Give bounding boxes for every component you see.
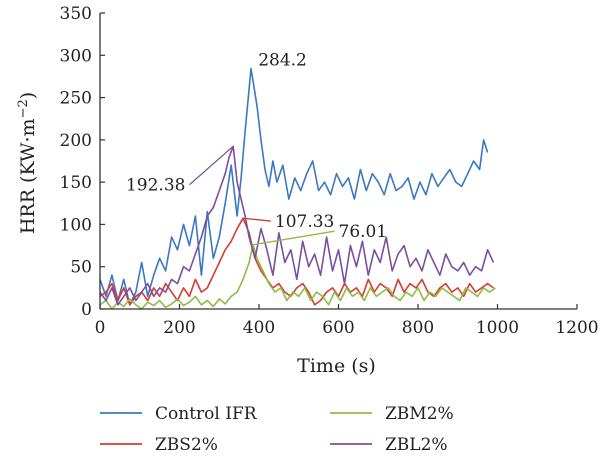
legend: Control IFR ZBS2% ZBM2% ZBL2% — [100, 404, 454, 455]
series-layer — [99, 67, 496, 310]
annotation-leader-zbm2pct — [252, 230, 335, 246]
y-tick-label: 200 — [60, 131, 92, 151]
y-tick-label: 300 — [60, 46, 92, 66]
y-axis-title: HRR (KW·m−2) — [16, 92, 39, 234]
series-line-control-ifr — [99, 67, 489, 306]
y-tick-label: 350 — [60, 4, 92, 24]
x-tick-label: 200 — [163, 318, 195, 338]
legend-label-control-ifr: Control IFR — [155, 404, 258, 424]
y-axis-title-main: HRR (KW·m — [17, 118, 39, 234]
annotation-label-control-ifr: 284.2 — [258, 51, 307, 71]
axes: 0 50 100 150 200 250 300 350 0 200 400 600 800 1000 12… — [16, 4, 599, 377]
y-axis-title-sup: −2 — [16, 99, 31, 118]
y-tick-label: 150 — [60, 173, 92, 193]
annotation-leader-zbs2pct — [243, 217, 271, 222]
y-axis-title-end: ) — [17, 92, 39, 99]
y-tick-label: 100 — [60, 215, 92, 235]
legend-label-zbl2pct: ZBL2% — [385, 435, 448, 455]
y-tick-label: 250 — [60, 89, 92, 109]
y-tick-label: 50 — [70, 258, 92, 278]
series-line-zbs2pct — [99, 217, 494, 306]
x-tick-label: 800 — [402, 318, 434, 338]
series-line-zbl2pct — [99, 145, 495, 306]
x-tick-label: 600 — [322, 318, 354, 338]
x-tick-label: 0 — [95, 318, 106, 338]
annotation-label-zbs2pct: 107.33 — [275, 212, 334, 232]
legend-label-zbs2pct: ZBS2% — [155, 435, 218, 455]
x-axis-title: Time (s) — [297, 355, 376, 377]
annotation-label-zbl2pct: 192.38 — [126, 176, 185, 196]
x-tick-label: 400 — [243, 318, 275, 338]
x-tick-label: 1200 — [555, 318, 598, 338]
annotation-leader-zbl2pct — [189, 145, 234, 186]
x-tick-label: 1000 — [476, 318, 519, 338]
annotation-label-zbm2pct: 76.01 — [339, 222, 388, 242]
y-tick-label: 0 — [81, 300, 92, 320]
legend-label-zbm2pct: ZBM2% — [385, 404, 454, 424]
series-line-zbm2pct — [99, 243, 496, 310]
